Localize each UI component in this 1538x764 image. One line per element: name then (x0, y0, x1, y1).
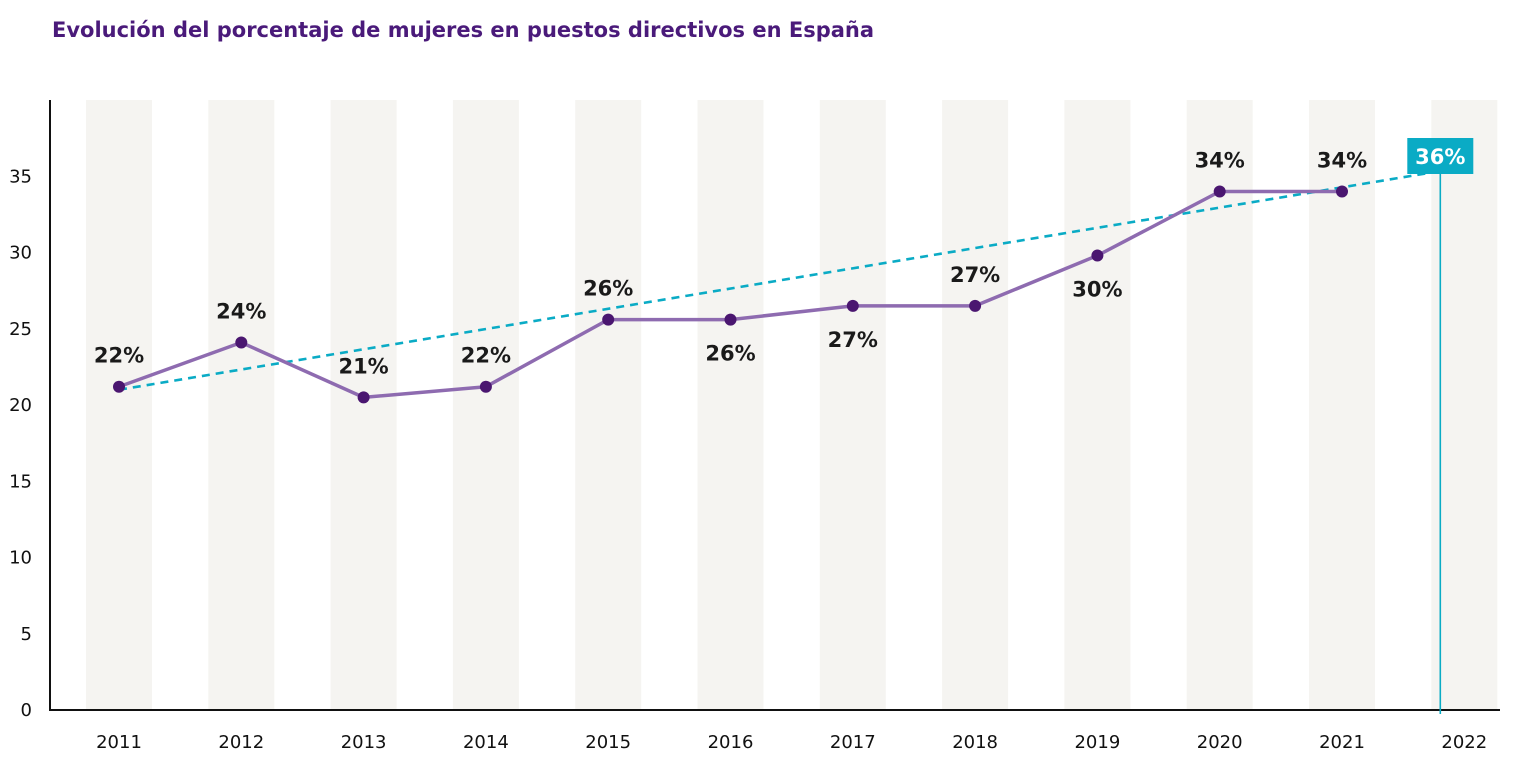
data-labels: 22% 24% 21% 22% 26% 26% 27% 27% 30% 34% 34% (94, 149, 1367, 379)
column-band (942, 100, 1009, 710)
y-tick-label: 5 (21, 624, 32, 645)
x-tick-label: 2022 (1441, 732, 1487, 753)
x-tick-label: 2018 (952, 732, 998, 753)
x-tick-label: 2017 (830, 732, 876, 753)
column-band (452, 100, 519, 710)
column-band (697, 100, 764, 710)
data-point (1336, 185, 1348, 198)
trend-line-group (118, 165, 1465, 392)
x-tick-label: 2011 (96, 732, 142, 753)
data-label: 27% (828, 328, 878, 352)
x-tick-label: 2016 (708, 732, 754, 753)
data-label: 21% (338, 354, 388, 378)
data-point (1091, 249, 1104, 262)
data-label: 27% (950, 263, 1000, 287)
data-label: 34% (1317, 149, 1367, 173)
y-tick-label: 15 (9, 471, 32, 492)
data-points (113, 185, 1348, 404)
data-label: 26% (705, 342, 755, 366)
y-tick-label: 25 (9, 319, 32, 340)
x-tick-label: 2014 (463, 732, 509, 753)
data-point (357, 391, 370, 404)
data-label: 22% (94, 344, 144, 368)
data-point (479, 380, 492, 393)
data-label: 34% (1195, 149, 1245, 173)
x-tick-label: 2012 (218, 732, 264, 753)
column-band (1064, 100, 1131, 710)
data-point (113, 380, 125, 393)
column-band (575, 100, 642, 710)
data-point (846, 299, 859, 312)
x-tick-label: 2020 (1197, 732, 1243, 753)
column-bands (86, 100, 1498, 710)
data-point (235, 336, 248, 349)
target-label: 36% (1415, 145, 1465, 169)
chart-title: Evolución del porcentaje de mujeres en p… (52, 18, 875, 42)
column-band (1431, 100, 1498, 710)
target-group: 36% (1407, 138, 1474, 714)
column-band (208, 100, 275, 710)
column-band (1309, 100, 1375, 710)
column-band (819, 100, 886, 710)
trend-line (118, 165, 1465, 392)
data-point (724, 313, 737, 326)
column-band (330, 100, 397, 710)
column-band (86, 100, 152, 710)
data-point (602, 313, 615, 326)
y-tick-label: 0 (21, 700, 32, 721)
data-point (1213, 185, 1226, 198)
x-tick-label: 2019 (1074, 732, 1120, 753)
axes (49, 100, 1500, 711)
data-point (969, 299, 982, 312)
data-label: 24% (216, 299, 266, 323)
target-badge (1407, 138, 1474, 174)
y-tick-label: 10 (9, 548, 32, 569)
y-tick-labels: 0 5 10 15 20 25 30 35 (9, 166, 32, 721)
x-tick-labels: 2011 2012 2013 2014 2015 2016 2017 2018 2019 2020… (96, 732, 1487, 753)
x-tick-label: 2015 (585, 732, 631, 753)
data-label: 22% (461, 344, 511, 368)
y-tick-label: 20 (9, 395, 32, 416)
x-tick-label: 2013 (341, 732, 387, 753)
data-label: 26% (583, 277, 633, 301)
data-label: 30% (1072, 278, 1122, 302)
y-tick-label: 30 (9, 243, 32, 264)
x-tick-label: 2021 (1319, 732, 1365, 753)
y-tick-label: 35 (9, 166, 32, 187)
